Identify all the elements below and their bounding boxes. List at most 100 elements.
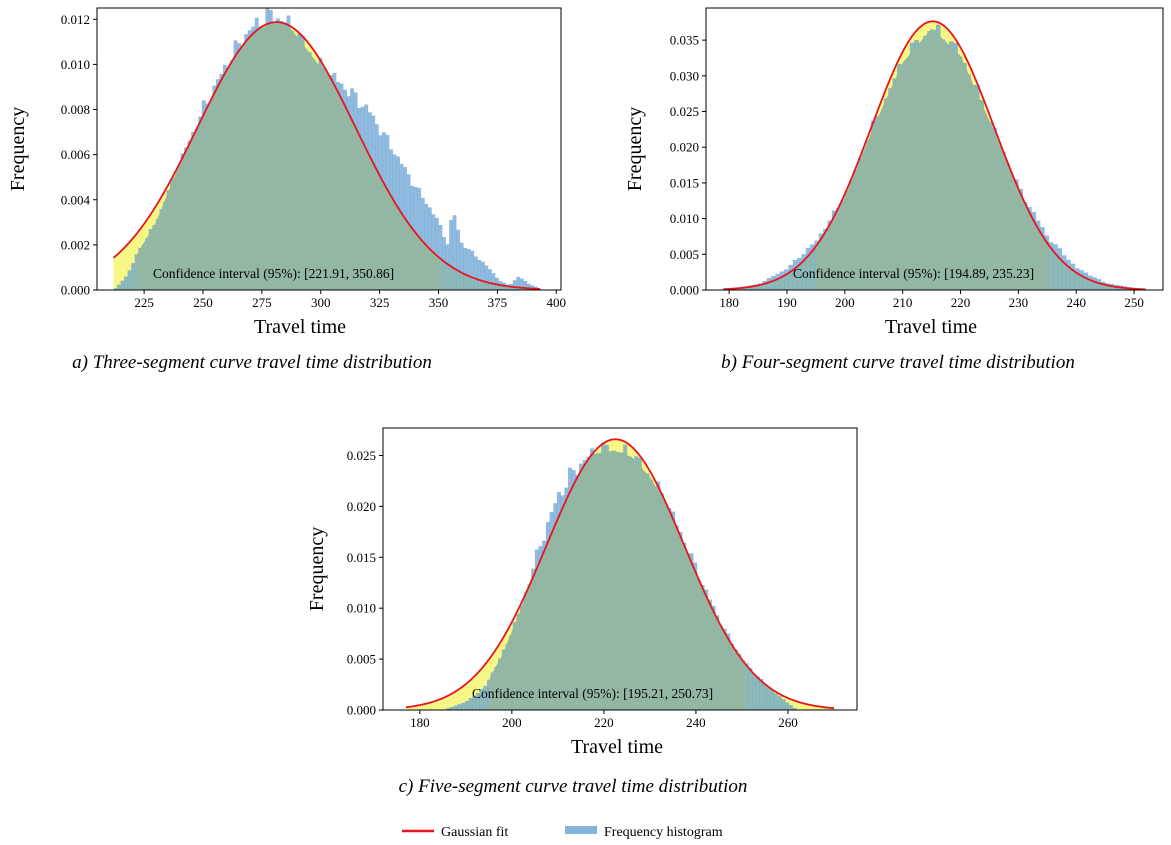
histogram-bar	[766, 687, 771, 710]
histogram-bar	[470, 250, 475, 290]
histogram-bar	[491, 273, 496, 290]
x-tick-label: 300	[311, 295, 331, 310]
x-tick-label: 260	[778, 715, 798, 730]
y-axis-label: Frequency	[7, 107, 29, 191]
histogram-bar	[1057, 248, 1063, 290]
histogram-bar	[505, 284, 510, 290]
histogram-bar	[131, 263, 135, 290]
x-tick-label: 180	[410, 715, 430, 730]
y-tick-label: 0.015	[670, 175, 699, 190]
histogram-bar	[775, 273, 781, 290]
confidence-interval-region	[815, 28, 1049, 290]
x-tick-label: 225	[134, 295, 154, 310]
x-axis-label: Travel time	[254, 316, 346, 338]
chart-panel-b: 180 190 200 210 220 230 240 250 0.000 0.005 0.010 0…	[624, 7, 1164, 338]
x-tick-label: 375	[488, 295, 508, 310]
histogram-bar	[483, 685, 488, 710]
histogram-bar	[758, 283, 763, 290]
histogram-bar	[452, 215, 457, 290]
histogram-bar	[446, 707, 451, 710]
histogram-bar	[1100, 281, 1106, 290]
y-tick-label: 0.020	[670, 140, 699, 155]
histogram-bar	[523, 280, 528, 290]
histogram-bar	[438, 224, 443, 290]
x-tick-label: 190	[777, 295, 797, 310]
histogram-bar	[1096, 279, 1102, 290]
x-tick-label: 275	[252, 295, 272, 310]
histogram-bar	[487, 269, 492, 290]
legend-histogram-swatch	[565, 826, 597, 834]
y-tick-label: 0.010	[347, 601, 376, 616]
y-tick-label: 0.010	[670, 211, 699, 226]
confidence-interval-region	[489, 450, 746, 710]
histogram-bar	[755, 676, 760, 710]
histogram-bar	[766, 277, 772, 290]
y-tick-label: 0.002	[61, 237, 90, 252]
histogram-bar	[487, 679, 491, 710]
x-tick-label: 250	[1124, 295, 1144, 310]
histogram-bar	[785, 702, 790, 710]
histogram-bar	[477, 259, 482, 290]
x-tick-label: 350	[429, 295, 449, 310]
histogram-bar	[1087, 275, 1093, 290]
histogram-bar	[810, 244, 815, 290]
histogram-bar	[770, 690, 775, 710]
confidence-interval-label: Confidence interval (95%): [195.21, 250.…	[472, 686, 713, 701]
x-tick-label: 200	[835, 295, 855, 310]
axes-frame	[705, 7, 1164, 291]
histogram-bar	[450, 706, 455, 710]
y-tick-label: 0.005	[347, 652, 376, 667]
y-tick-label: 0.008	[61, 102, 90, 117]
caption-b: b) Four-segment curve travel time distri…	[721, 352, 1075, 373]
y-tick-label: 0.030	[670, 68, 699, 83]
histogram-bar	[788, 705, 793, 710]
histogram-bar	[1092, 277, 1097, 290]
histogram-bar	[468, 698, 473, 710]
y-axis-label: Frequency	[306, 527, 328, 611]
histogram-bar	[781, 699, 786, 710]
x-tick-label: 230	[1009, 295, 1029, 310]
histogram-bar	[461, 702, 466, 710]
x-tick-label: 240	[1066, 295, 1086, 310]
histogram-bar	[1053, 244, 1058, 290]
axes-frame	[96, 7, 562, 291]
histogram-bar	[512, 280, 517, 290]
histogram-bar	[788, 264, 794, 290]
y-tick-label: 0.012	[61, 12, 90, 27]
histogram-bar	[442, 237, 446, 290]
gaussian-fit-curve	[112, 21, 540, 290]
x-tick-label: 240	[686, 715, 706, 730]
histogram-bar	[473, 256, 478, 290]
histogram-bar	[463, 247, 468, 290]
y-tick-label: 0.004	[61, 192, 91, 207]
gaussian-fit-curve	[405, 438, 835, 710]
confidence-interval-label: Confidence interval (95%): [194.89, 235.…	[793, 266, 1034, 281]
histogram-bar	[797, 257, 802, 290]
x-tick-label: 400	[547, 295, 567, 310]
y-tick-label: 0.035	[670, 33, 699, 48]
x-tick-label: 250	[193, 295, 213, 310]
x-axis-label: Travel time	[885, 316, 977, 338]
histogram-bar	[771, 275, 776, 290]
histogram-bar	[466, 249, 471, 290]
x-tick-label: 325	[370, 295, 390, 310]
histogram-bar	[459, 242, 464, 290]
y-tick-label: 0.025	[347, 448, 376, 463]
histogram-bar	[753, 284, 759, 290]
histogram-bar	[1048, 242, 1054, 290]
histogram-bar	[457, 704, 462, 710]
confidence-interval-label: Confidence interval (95%): [221.91, 350.…	[153, 266, 394, 281]
chart-panel-a: 225 250 275 300 325 350 375 400 0.000 0.002 0.004 0…	[7, 7, 567, 338]
chart-panel-c: 180 200 220 240 260 0.000 0.005 0.010 0.015 0.020…	[306, 427, 858, 758]
histogram-bar	[1061, 255, 1067, 290]
histogram-bar	[1070, 263, 1076, 290]
x-tick-label: 220	[594, 715, 614, 730]
y-axis-label: Frequency	[624, 107, 646, 191]
x-tick-label: 220	[951, 295, 971, 310]
histogram-bar	[526, 283, 531, 290]
histogram-bar	[762, 280, 768, 290]
histogram-bar	[449, 219, 453, 290]
histogram-bar	[1066, 259, 1071, 290]
histogram-bar	[774, 693, 779, 710]
